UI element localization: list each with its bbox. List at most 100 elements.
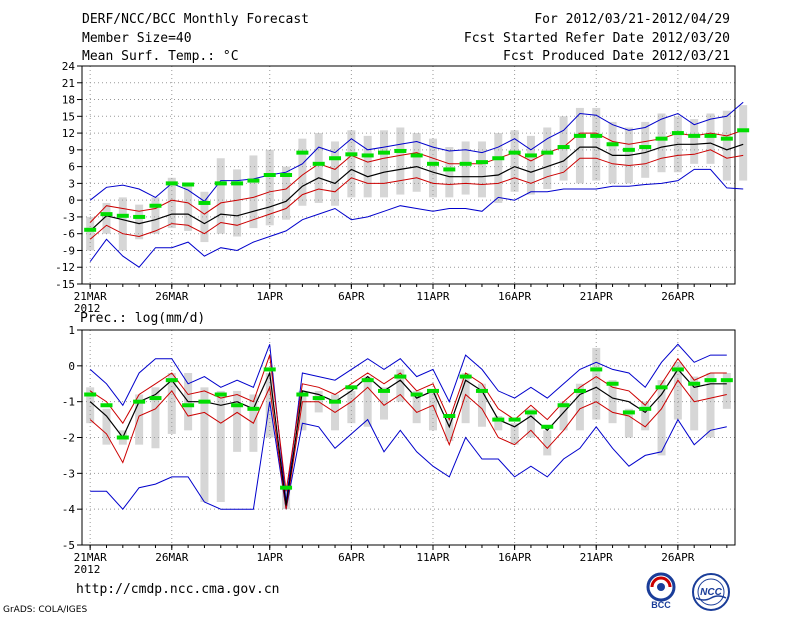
median-marker [165,378,178,383]
spread-bar [575,107,584,184]
median-marker [720,136,733,141]
median-marker [606,381,619,386]
spread-bar [412,133,421,192]
x-tick-label: 1APR [256,290,283,303]
x-tick-sublabel: 2012 [74,563,101,576]
spread-bar [461,141,470,195]
y-tick-label: -3 [62,211,75,224]
spread-bar [706,113,715,164]
spread-bar [510,130,519,192]
spread-bar [380,387,389,420]
y-tick-label: -12 [55,261,75,274]
spread-bar [543,127,552,189]
median-marker [524,153,537,158]
median-marker [590,367,603,372]
spread-bar [118,197,127,251]
y-tick-label: -2 [62,432,75,445]
spread-bar [216,158,225,234]
median-marker [541,150,554,155]
median-marker [84,392,97,397]
spread-bar [461,373,470,424]
spread-bar [396,369,405,402]
spread-bar [641,121,650,178]
y-tick-label: -1 [62,396,75,409]
median-marker [263,367,276,372]
median-marker [426,388,439,393]
x-tick-label: 21APR [580,290,613,303]
spread-bar [363,135,372,198]
median-marker [410,392,423,397]
median-marker [345,152,358,157]
median-marker [198,399,211,404]
median-marker [296,150,309,155]
median-marker [231,403,244,408]
median-marker [655,136,668,141]
bcc-logo-text: BCC [651,600,671,610]
median-marker [198,200,211,205]
median-marker [296,392,309,397]
median-marker [459,374,472,379]
spread-bar [477,141,486,198]
median-marker [247,406,260,411]
spread-bar [690,376,699,431]
spread-bar [510,423,519,445]
x-tick-label: 26MAR [155,290,188,303]
spread-bar [200,191,209,243]
forecast-started: Fcst Started Refer Date 2012/03/20 [463,31,730,46]
median-marker [182,182,195,187]
x-tick-label: 26MAR [155,551,188,564]
median-marker [329,399,342,404]
y-tick-label: -3 [62,467,75,480]
spread-bar [102,202,111,234]
spread-bar [608,380,617,424]
y-tick-label: -9 [62,244,75,257]
mean-line [89,368,727,506]
max-line [89,101,744,202]
spread-bar [233,390,242,452]
spread-bar [575,383,584,431]
spread-bar [249,155,258,229]
x-tick-sublabel: 2012 [74,302,101,315]
spread-bar [151,197,160,234]
median-marker [443,414,456,418]
median-marker [557,145,570,150]
x-tick-label: 16APR [498,551,531,564]
spread-bar [233,169,242,237]
upper-quartile-line [89,354,727,492]
source-url[interactable]: http://cmdp.ncc.cma.gov.cn [76,582,280,597]
y-tick-label: 15 [62,110,75,123]
spread-bar [477,383,486,427]
median-marker [214,181,227,186]
y-tick-label: -15 [55,278,75,291]
median-marker [280,485,293,490]
median-marker [704,133,717,138]
spread-bar [706,373,715,438]
median-marker [590,133,603,138]
min-line [90,401,727,510]
median-marker [133,399,146,404]
median-marker [639,406,652,411]
median-marker [671,367,684,372]
median-marker [443,167,456,172]
bcc-logo: BCC [646,572,676,610]
median-marker [426,161,439,166]
spread-bar [265,149,274,226]
median-marker [737,128,750,133]
median-marker [671,131,684,136]
x-tick-label: 21MAR [74,290,107,303]
median-marker [622,147,635,152]
median-marker [475,160,488,165]
spread-bar [428,138,437,198]
spread-bar [592,107,601,181]
median-marker [378,150,391,155]
median-marker [508,417,521,422]
spread-bar [167,373,176,434]
median-marker [394,148,407,153]
forecast-period: For 2012/03/21-2012/04/29 [534,12,730,27]
median-marker [475,388,488,393]
y-tick-label: -4 [62,503,76,516]
median-marker [165,181,178,186]
median-marker [410,153,423,158]
spread-bar [298,138,307,206]
spread-bar [494,133,503,203]
